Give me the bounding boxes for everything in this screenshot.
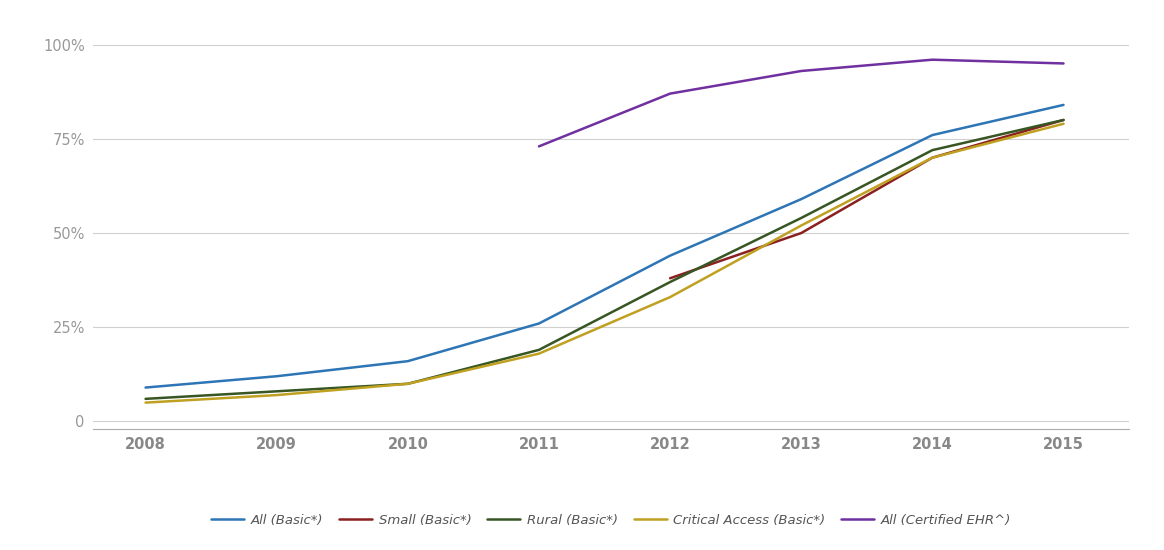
All (Certified EHR^) [1057, 60, 1071, 67]
All (Basic*) [139, 384, 152, 391]
Critical Access (Basic*) [1057, 120, 1071, 127]
Critical Access (Basic*) [663, 294, 677, 300]
Critical Access (Basic*) [400, 381, 414, 387]
All (Basic*) [663, 252, 677, 259]
All (Certified EHR^) [663, 90, 677, 97]
Legend: All (Basic*), Small (Basic*), Rural (Basic*), Critical Access (Basic*), All (Cer: All (Basic*), Small (Basic*), Rural (Bas… [206, 509, 1016, 532]
Small (Basic*) [1057, 117, 1071, 123]
All (Certified EHR^) [794, 68, 808, 74]
Rural (Basic*) [925, 147, 939, 153]
All (Basic*) [925, 132, 939, 139]
All (Certified EHR^) [925, 57, 939, 63]
Rural (Basic*) [794, 214, 808, 221]
Rural (Basic*) [532, 346, 546, 353]
Rural (Basic*) [663, 279, 677, 285]
Rural (Basic*) [400, 381, 414, 387]
All (Basic*) [270, 373, 284, 380]
Critical Access (Basic*) [794, 222, 808, 229]
All (Basic*) [532, 320, 546, 327]
Small (Basic*) [925, 155, 939, 161]
All (Certified EHR^) [532, 143, 546, 150]
Critical Access (Basic*) [925, 155, 939, 161]
Line: Critical Access (Basic*): Critical Access (Basic*) [146, 124, 1064, 403]
Small (Basic*) [794, 230, 808, 236]
All (Basic*) [794, 196, 808, 202]
Rural (Basic*) [270, 388, 284, 394]
Line: Rural (Basic*): Rural (Basic*) [146, 120, 1064, 399]
Rural (Basic*) [139, 395, 152, 402]
All (Basic*) [400, 358, 414, 365]
Line: All (Basic*): All (Basic*) [146, 105, 1064, 388]
All (Basic*) [1057, 102, 1071, 108]
Small (Basic*) [663, 275, 677, 282]
Line: Small (Basic*): Small (Basic*) [670, 120, 1064, 278]
Critical Access (Basic*) [532, 350, 546, 357]
Critical Access (Basic*) [139, 399, 152, 406]
Line: All (Certified EHR^): All (Certified EHR^) [539, 60, 1064, 146]
Critical Access (Basic*) [270, 392, 284, 398]
Rural (Basic*) [1057, 117, 1071, 123]
